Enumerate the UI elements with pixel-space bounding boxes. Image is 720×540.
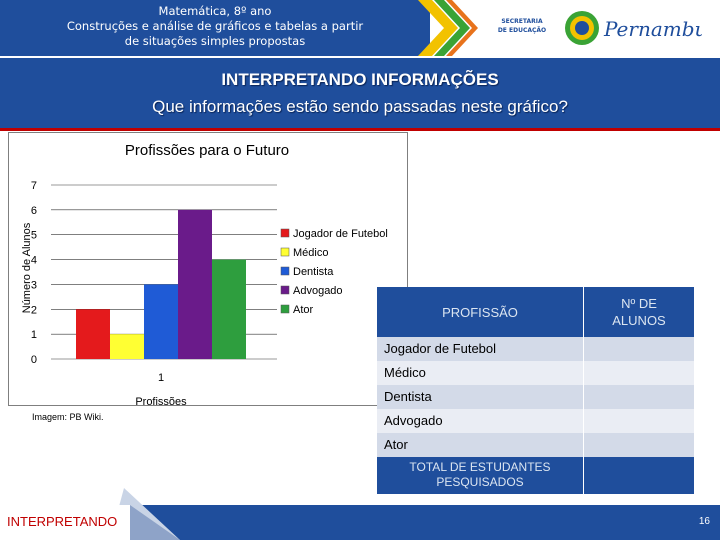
secretaria-educacao-seal: SECRETARIA DE EDUCAÇÃO xyxy=(492,12,552,44)
chart-canvas: Profissões para o Futuro Número de Aluno… xyxy=(21,142,388,407)
y-tick-label: 7 xyxy=(31,180,37,192)
table-header-count-line-1: Nº DE xyxy=(621,296,657,311)
table-row: Jogador de Futebol xyxy=(377,337,694,361)
table-cell-count[interactable] xyxy=(583,433,694,457)
legend-swatch xyxy=(280,247,290,257)
bar-jogador-de-futebol xyxy=(76,309,110,359)
table-total-count[interactable] xyxy=(583,457,694,494)
table-row: Médico xyxy=(377,361,694,385)
logo-text: Pernambuco xyxy=(603,17,702,41)
table-cell-count[interactable] xyxy=(583,385,694,409)
bar-advogado xyxy=(178,209,212,359)
legend-label: Médico xyxy=(293,247,328,259)
chart-title: Profissões para o Futuro xyxy=(125,142,289,159)
header-title-line-1: Matemática, 8º ano xyxy=(158,4,272,18)
table-total-row: TOTAL DE ESTUDANTES PESQUISADOS xyxy=(377,457,694,494)
header-title-panel xyxy=(0,0,430,56)
header-title: Matemática, 8º ano Construções e análise… xyxy=(40,4,390,49)
table-header-profession: PROFISSÃO xyxy=(442,304,518,320)
table-row: Advogado xyxy=(377,409,694,433)
bar-médico xyxy=(110,334,144,359)
table-cell-count[interactable] xyxy=(583,409,694,433)
y-tick-label: 5 xyxy=(31,230,37,242)
legend-label: Advogado xyxy=(293,285,343,297)
table-header-count: Nº DE ALUNOS xyxy=(583,287,694,337)
table-row: Ator xyxy=(377,433,694,457)
table-header-count-line-2: ALUNOS xyxy=(612,313,666,328)
pernambuco-logo: Pernambuco xyxy=(565,11,702,45)
image-credit: Imagem: PB Wiki. xyxy=(32,412,104,422)
seal-line-1: SECRETARIA xyxy=(501,18,543,25)
table-total-line-1: TOTAL DE ESTUDANTES xyxy=(409,460,551,474)
chart-xlabel: Profissões xyxy=(135,396,187,407)
table-cell-profession: Dentista xyxy=(384,389,432,404)
legend-label: Dentista xyxy=(293,266,334,278)
header-stripes-decoration xyxy=(418,0,478,56)
legend-swatch xyxy=(280,266,290,276)
y-tick-label: 1 xyxy=(31,329,37,341)
y-tick-label: 4 xyxy=(31,255,37,267)
seal-line-2: DE EDUCAÇÃO xyxy=(497,27,547,34)
table-cell-count[interactable] xyxy=(583,361,694,385)
page-number: 16 xyxy=(698,516,710,527)
legend-label: Ator xyxy=(293,304,314,316)
footer-label: INTERPRETANDO xyxy=(7,514,118,529)
table-cell-profession: Advogado xyxy=(384,413,443,428)
table-total-line-2: PESQUISADOS xyxy=(436,475,524,489)
title-band xyxy=(0,58,720,130)
profession-table: PROFISSÃO Nº DE ALUNOS Jogador de Futebo… xyxy=(377,287,694,494)
slide-subtitle: Que informações estão sendo passadas nes… xyxy=(152,97,568,116)
table-total-label: TOTAL DE ESTUDANTES PESQUISADOS xyxy=(377,457,583,494)
table-header-row: PROFISSÃO Nº DE ALUNOS xyxy=(377,287,694,337)
legend-swatch xyxy=(280,285,290,295)
legend-label: Jogador de Futebol xyxy=(293,228,388,240)
table-row: Dentista xyxy=(377,385,694,409)
header-title-line-2: Construções e análise de gráficos e tabe… xyxy=(66,19,364,33)
slide-header: Matemática, 8º ano Construções e análise… xyxy=(0,0,720,56)
table-cell-profession: Ator xyxy=(384,437,408,452)
legend-swatch xyxy=(280,304,290,314)
y-tick-label: 6 xyxy=(31,205,37,217)
table-cell-count[interactable] xyxy=(583,337,694,361)
slide-title: INTERPRETANDO INFORMAÇÕES xyxy=(221,70,499,89)
footer-label-panel xyxy=(0,505,130,540)
chart-ylabel: Número de Alunos xyxy=(21,222,33,313)
table-cell-profession: Jogador de Futebol xyxy=(384,341,497,356)
x-tick-label: 1 xyxy=(158,372,164,384)
y-tick-label: 3 xyxy=(31,279,37,291)
bar-chart: Profissões para o Futuro Número de Aluno… xyxy=(8,132,408,407)
y-tick-label: 2 xyxy=(31,304,37,316)
title-underline xyxy=(0,128,720,131)
y-tick-label: 0 xyxy=(31,354,37,366)
legend-swatch xyxy=(280,228,290,238)
table-cell-profession: Médico xyxy=(384,365,426,380)
bar-ator xyxy=(212,259,246,359)
header-title-line-3: de situações simples propostas xyxy=(124,34,306,48)
bar-dentista xyxy=(144,284,178,359)
